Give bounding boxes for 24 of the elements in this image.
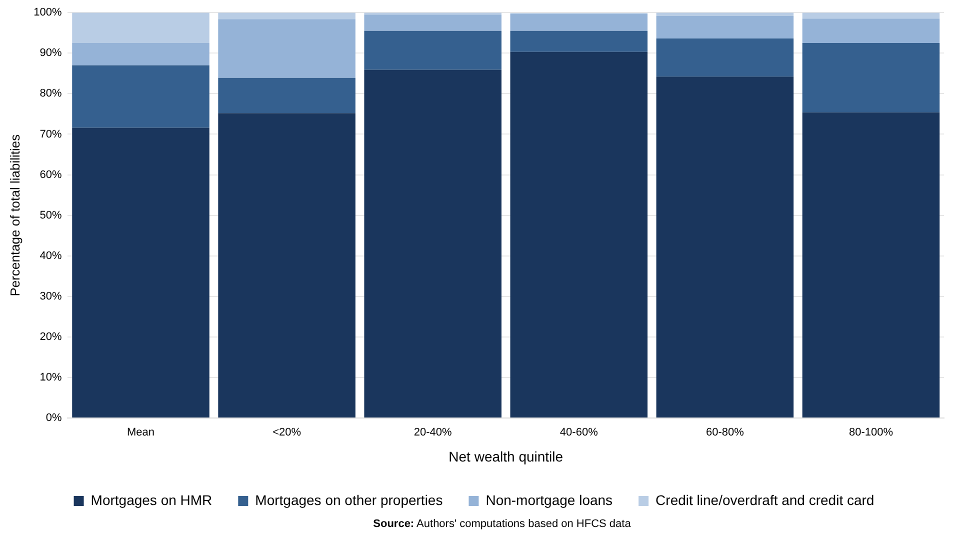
x-tick-label: 40-60% (560, 426, 598, 439)
x-tick-label: <20% (272, 426, 302, 439)
y-tick-label: 70% (40, 128, 62, 140)
y-tick-label: 10% (40, 371, 62, 384)
x-axis-title: Net wealth quintile (448, 448, 564, 464)
x-tick-label: 60-80% (706, 426, 744, 439)
y-tick-label: 0% (46, 412, 62, 424)
x-tick-label: Mean (126, 426, 155, 439)
legend-label: Mortgages on other properties (255, 492, 443, 508)
y-tick-label: 30% (40, 290, 62, 302)
y-tick-label: 40% (40, 250, 62, 262)
x-tick-label: 20-40% (414, 426, 452, 439)
y-tick-label: 90% (40, 47, 62, 60)
y-tick-label: 20% (40, 330, 62, 343)
y-axis-title: Percentage of total liabilities (7, 134, 22, 296)
legend-label: Credit line/overdraft and credit card (656, 492, 874, 508)
legend-label: Mortgages on HMR (90, 492, 212, 508)
y-tick-label: 80% (40, 88, 62, 100)
x-tick-label: 80-100% (848, 426, 894, 439)
y-tick-label: 60% (40, 168, 62, 181)
y-tick-label: 100% (34, 6, 62, 19)
y-tick-label: 50% (40, 209, 62, 222)
legend-label: Non-mortgage loans (486, 492, 613, 508)
source-note: Source: Authors' computations based on HFCS data (372, 518, 632, 530)
